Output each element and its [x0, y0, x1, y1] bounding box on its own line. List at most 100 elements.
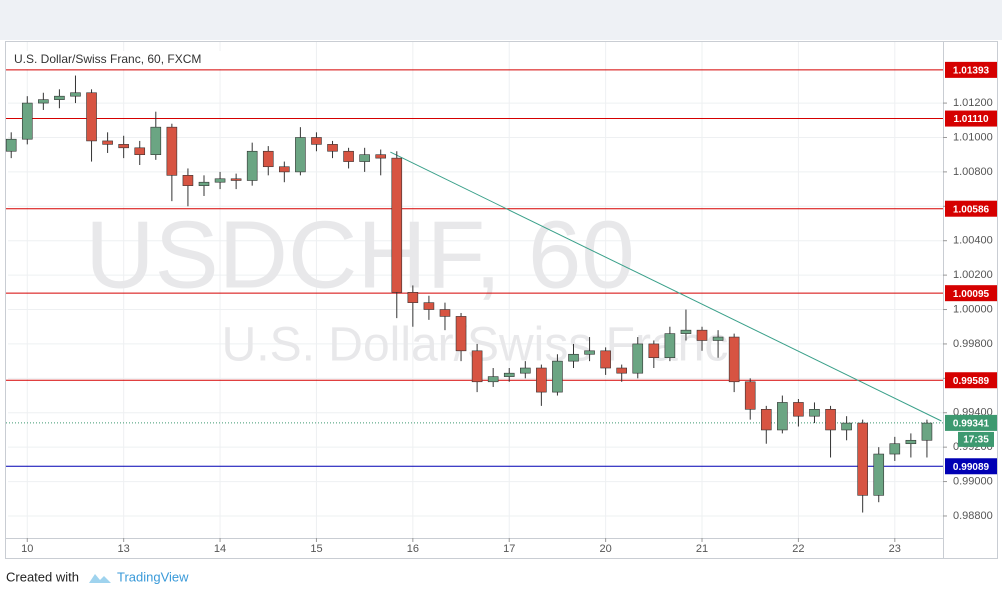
candle-body — [455, 316, 467, 352]
candle-body — [21, 102, 33, 140]
level-tag — [945, 200, 997, 217]
x-tick-label: 20 — [600, 543, 612, 555]
candle-body — [696, 329, 708, 341]
candle-body — [327, 144, 338, 152]
level-label: 1.00586 — [953, 204, 990, 215]
candle-body — [279, 166, 290, 173]
candle-body — [744, 381, 756, 410]
candle-body — [680, 329, 692, 334]
x-tick-label: 21 — [696, 543, 708, 555]
candle-body — [311, 137, 322, 145]
candle-body — [471, 350, 483, 383]
candle-body — [246, 150, 258, 181]
candle-body — [568, 353, 579, 362]
title-bg — [8, 51, 223, 69]
y-tick-label: 1.00000 — [953, 303, 993, 315]
candle-body — [905, 439, 917, 445]
candle-body — [182, 175, 194, 186]
x-tick-label: 23 — [889, 543, 901, 555]
candle-body — [664, 333, 676, 358]
current-price-tag — [945, 414, 997, 431]
level-label: 1.01393 — [953, 66, 990, 77]
candle-body — [921, 422, 933, 441]
level-label: 1.01110 — [953, 114, 988, 125]
logo — [89, 574, 111, 583]
candle-body — [150, 126, 162, 155]
candle-body — [439, 309, 451, 317]
candle-body — [487, 376, 499, 383]
y-tick-label: 1.01000 — [953, 131, 993, 143]
candle-body — [391, 157, 403, 293]
candle-body — [728, 336, 740, 383]
candle-body — [809, 409, 820, 417]
level-tag — [945, 372, 997, 389]
level-tag — [945, 285, 997, 302]
y-tick-label: 0.99800 — [953, 338, 993, 350]
candle-body — [134, 147, 146, 155]
x-tick-label: 13 — [118, 543, 130, 555]
y-tick-label: 1.00800 — [953, 166, 993, 178]
level-label: 0.99589 — [953, 376, 990, 387]
candle-body — [632, 343, 644, 374]
y-tick-label: 1.00400 — [953, 235, 993, 247]
candle-body — [54, 95, 65, 100]
trend-line — [390, 151, 942, 422]
candle-body — [520, 367, 531, 374]
candle-body — [375, 154, 387, 159]
candle-body — [86, 92, 97, 142]
footer-brand[interactable]: TradingView — [117, 569, 189, 584]
candle-body — [760, 409, 772, 431]
candle-body — [38, 99, 49, 104]
candle-body — [857, 422, 868, 496]
candle-body — [166, 126, 178, 176]
watermark: USDCHF, 60 — [85, 201, 634, 308]
x-tick-label: 16 — [407, 543, 419, 555]
candle-body — [825, 409, 836, 431]
level-label: 1.00095 — [953, 289, 990, 300]
level-label: 0.99089 — [953, 462, 990, 473]
candle-body — [536, 367, 547, 393]
candle-body — [102, 140, 113, 145]
level-tag — [945, 61, 997, 78]
chart-title: U.S. Dollar/Swiss Franc, 60, FXCM — [14, 52, 201, 66]
candle-body — [407, 292, 419, 303]
candle-body — [214, 178, 226, 183]
candle-body — [889, 443, 901, 455]
x-tick-label: 17 — [503, 543, 515, 555]
candle-body — [118, 144, 129, 149]
x-tick-label: 10 — [21, 543, 33, 555]
candle-body — [198, 181, 210, 186]
candle-body — [503, 372, 515, 377]
candle-body — [5, 138, 17, 152]
candle-body — [584, 350, 595, 355]
candle-body — [70, 92, 81, 97]
y-tick-label: 1.00200 — [953, 269, 993, 281]
candle-body — [648, 343, 660, 358]
candle-body — [423, 302, 435, 310]
top-bar — [0, 0, 1002, 40]
x-tick-label: 14 — [214, 543, 226, 555]
candle-body — [712, 336, 724, 341]
footer: Created with TradingView — [6, 569, 189, 584]
candle-body — [359, 154, 370, 162]
x-tick-label: 22 — [792, 543, 804, 555]
x-tick-label: 15 — [310, 543, 322, 555]
countdown: 17:35 — [963, 435, 989, 446]
footer-prefix: Created with — [6, 569, 79, 584]
countdown-tag — [958, 431, 994, 447]
candle-body — [343, 150, 354, 162]
candle-body — [600, 350, 611, 369]
candle-body — [777, 402, 788, 431]
y-tick-label: 0.98800 — [953, 510, 993, 522]
candle-body — [295, 137, 306, 173]
y-tick-label: 0.99000 — [953, 475, 993, 487]
candle-body — [230, 178, 242, 181]
y-tick-label: 1.01200 — [953, 97, 993, 109]
candle-body — [873, 453, 885, 496]
candle-body — [616, 367, 627, 374]
level-tag — [945, 110, 997, 127]
level-tag — [945, 458, 997, 475]
candle-body — [262, 150, 274, 168]
